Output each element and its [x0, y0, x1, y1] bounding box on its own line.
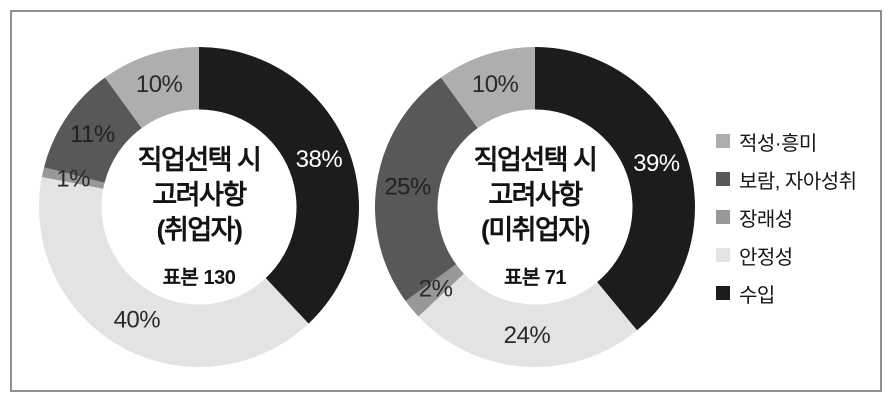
donut-svg-unemployed: 39% 24% 2% 25% 10% — [375, 47, 695, 367]
segment-percent-label: 24% — [504, 322, 551, 349]
segment-percent-label: 10% — [472, 71, 519, 98]
legend-swatch-prospects — [716, 210, 730, 224]
segment-percent-label: 39% — [633, 150, 680, 177]
donut-segment — [41, 167, 105, 189]
donut-segment — [440, 47, 535, 129]
legend-item-fulfillment: 보람, 자아성취 — [716, 168, 857, 193]
legend-swatch-stability — [716, 248, 730, 262]
legend-label-stability: 안정성 — [739, 246, 793, 269]
legend: 적성·흥미 보람, 자아성취 장래성 안정성 수입 — [716, 130, 857, 320]
legend-label-prospects: 장래성 — [739, 208, 793, 231]
legend-swatch-income — [716, 286, 730, 300]
donut-segment — [375, 77, 478, 302]
donut-segment — [199, 47, 359, 324]
donut-segment — [535, 47, 695, 331]
legend-item-aptitude: 적성·흥미 — [716, 130, 857, 155]
legend-swatch-fulfillment — [716, 172, 730, 186]
segment-percent-label: 25% — [384, 173, 431, 200]
donut-svg-employed: 38% 40% 1% 11% 10% — [39, 47, 359, 367]
segment-percent-label: 38% — [296, 146, 343, 173]
donut-segment — [405, 264, 464, 317]
legend-item-stability: 안정성 — [716, 244, 857, 269]
donut-segment — [39, 177, 309, 367]
donut-segment — [104, 47, 199, 129]
donut-segment — [44, 77, 142, 183]
segment-percent-label: 2% — [419, 276, 453, 303]
donut-chart-employed: 38% 40% 1% 11% 10% 직업선택 시 고려사항 (취업자) 표본 130 — [39, 47, 359, 367]
segment-percent-label: 11% — [70, 121, 115, 148]
legend-label-aptitude: 적성·흥미 — [739, 132, 817, 155]
legend-label-fulfillment: 보람, 자아성취 — [739, 170, 857, 193]
legend-item-income: 수입 — [716, 282, 857, 307]
legend-label-income: 수입 — [739, 284, 775, 307]
legend-item-prospects: 장래성 — [716, 206, 857, 231]
segment-percent-label: 40% — [114, 307, 161, 334]
segment-percent-label: 10% — [136, 71, 183, 98]
legend-swatch-aptitude — [716, 134, 730, 148]
segment-percent-label: 1% — [56, 165, 90, 192]
donut-segment — [418, 273, 637, 367]
donut-chart-unemployed: 39% 24% 2% 25% 10% 직업선택 시 고려사항 (미취업자) 표본 71 — [375, 47, 695, 367]
